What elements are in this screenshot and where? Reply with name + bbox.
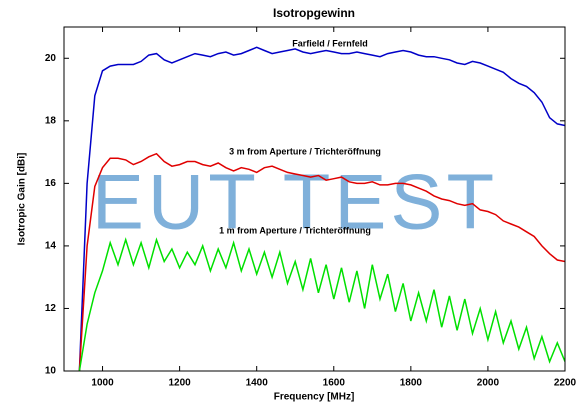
y-axis-label: Isotropic Gain [dBi] (17, 153, 28, 246)
x-tick-label: 2000 (477, 378, 500, 389)
series-label: 3 m from Aperture / Trichteröffnung (229, 146, 381, 156)
y-tick-label: 16 (45, 178, 57, 189)
chart-title: Isotropgewinn (273, 6, 355, 20)
y-tick-label: 18 (45, 115, 57, 126)
x-tick-label: 2200 (554, 378, 577, 389)
series-line (78, 152, 565, 371)
x-tick-label: 1800 (400, 378, 423, 389)
x-tick-label: 1200 (168, 378, 191, 389)
series-line (78, 46, 565, 371)
x-tick-label: 1000 (91, 378, 114, 389)
series-line (78, 237, 565, 371)
y-tick-label: 10 (45, 366, 57, 377)
plot-frame (63, 26, 566, 372)
y-tick-label: 20 (45, 53, 57, 64)
x-tick-label: 1400 (246, 378, 269, 389)
series-label: 1 m from Aperture / Trichteröffnung (219, 225, 371, 235)
y-tick-label: 12 (45, 303, 57, 314)
x-axis-label: Frequency [MHz] (274, 392, 355, 403)
watermark: EUT TEST (92, 158, 498, 246)
y-tick-label: 14 (45, 241, 57, 252)
series-label: Farfield / Fernfeld (292, 38, 368, 48)
x-tick-label: 1600 (323, 378, 346, 389)
